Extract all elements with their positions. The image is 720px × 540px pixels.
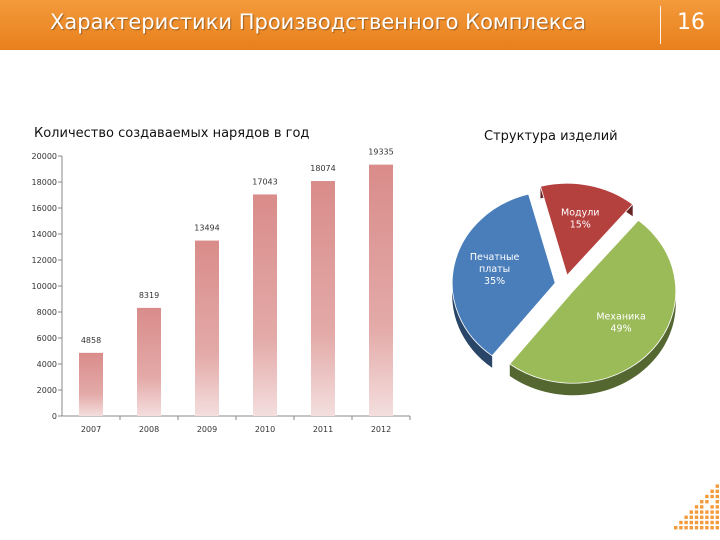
bar-2007	[79, 353, 103, 416]
pie-slice-label: платы	[479, 264, 510, 275]
x-tick-label: 2007	[81, 425, 101, 434]
pie-chart: Структура изделий Модули15% Механика49% Печ…	[452, 129, 676, 395]
logo-dot	[705, 526, 708, 529]
logo-dot	[684, 521, 687, 524]
y-tick-label: 14000	[32, 230, 57, 239]
bar-2009	[195, 241, 219, 416]
pie-slice-label: Модули	[561, 207, 599, 218]
bar-data-label: 17043	[252, 177, 277, 186]
logo-dot	[716, 490, 719, 493]
x-tick-label: 2010	[255, 425, 275, 434]
y-tick-label: 0	[52, 412, 57, 421]
logo-dot	[710, 516, 713, 519]
bar-2010	[253, 194, 277, 416]
logo-dot	[695, 521, 698, 524]
logo-dot	[695, 516, 698, 519]
logo-dot	[705, 500, 708, 503]
logo-dot	[690, 516, 693, 519]
logo-dot	[716, 510, 719, 513]
bar-chart: Количество создаваемых нарядов в год 0 200…	[32, 126, 410, 434]
logo-dot	[710, 505, 713, 508]
bar-2012	[369, 165, 393, 416]
logo-dot	[690, 510, 693, 513]
logo-dot	[716, 516, 719, 519]
logo-dot	[679, 526, 682, 529]
pie-slice-label: Печатные	[470, 252, 520, 263]
bar-data-label: 4858	[81, 336, 101, 345]
logo-dot	[710, 521, 713, 524]
logo-dot	[695, 526, 698, 529]
logo-dot	[700, 500, 703, 503]
y-tick-label: 2000	[37, 386, 57, 395]
bar-data-label: 13494	[194, 224, 219, 233]
bar-data-label: 19335	[368, 148, 393, 157]
logo-dot	[705, 495, 708, 498]
x-tick-label: 2009	[197, 425, 217, 434]
logo-dot	[716, 500, 719, 503]
bar-data-label: 18074	[310, 164, 335, 173]
x-tick-label: 2008	[139, 425, 159, 434]
logo-dot	[695, 505, 698, 508]
logo-dot	[705, 516, 708, 519]
pie-slice-label: 35%	[484, 276, 505, 287]
y-tick-label: 8000	[37, 308, 57, 317]
logo-dot	[716, 521, 719, 524]
y-tick-label: 12000	[32, 256, 57, 265]
logo-dot	[684, 516, 687, 519]
y-tick-label: 6000	[37, 334, 57, 343]
y-tick-label: 20000	[32, 152, 57, 161]
logo-dot	[700, 510, 703, 513]
x-tick-label: 2011	[313, 425, 333, 434]
y-tick-label: 18000	[32, 178, 57, 187]
logo-dot	[684, 526, 687, 529]
bar-data-label: 8319	[139, 291, 159, 300]
x-tick-label: 2012	[371, 425, 391, 434]
logo-dot	[700, 521, 703, 524]
y-tick-label: 10000	[32, 282, 57, 291]
bar-2011	[311, 181, 335, 416]
logo-dot	[716, 505, 719, 508]
logo-dot	[690, 521, 693, 524]
logo-dot	[705, 510, 708, 513]
logo-dot	[679, 521, 682, 524]
pie-slice-label: 49%	[611, 324, 632, 335]
logo-dot	[690, 526, 693, 529]
logo-dot	[716, 495, 719, 498]
pie-slice-label: Механика	[596, 312, 645, 323]
pie-chart-title: Структура изделий	[484, 129, 618, 144]
logo-dot	[700, 505, 703, 508]
logo-dot	[705, 521, 708, 524]
logo-dots	[674, 484, 719, 529]
y-tick-label: 16000	[32, 204, 57, 213]
logo-dot	[700, 516, 703, 519]
logo-dot	[710, 495, 713, 498]
pie-slice-label: 15%	[570, 219, 591, 230]
logo-dot	[700, 526, 703, 529]
y-tick-label: 4000	[37, 360, 57, 369]
logo-dot	[710, 490, 713, 493]
logo-dot	[716, 526, 719, 529]
bar-chart-title: Количество создаваемых нарядов в год	[34, 126, 309, 141]
logo-dot	[674, 526, 677, 529]
logo-dot	[710, 510, 713, 513]
logo-dot	[710, 526, 713, 529]
logo-dot	[695, 510, 698, 513]
bar-2008	[137, 308, 161, 416]
logo-dot	[716, 484, 719, 487]
